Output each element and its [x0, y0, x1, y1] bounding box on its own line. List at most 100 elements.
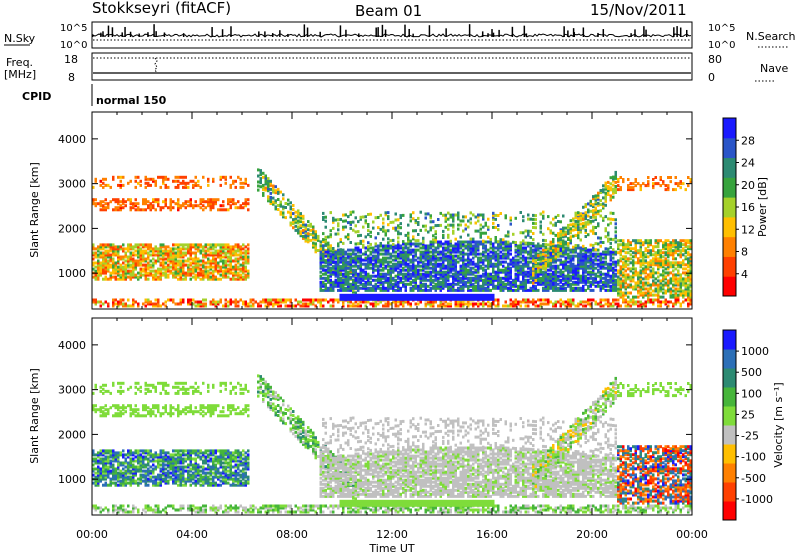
scatter-cell	[209, 277, 212, 281]
scatter-cell	[162, 243, 165, 247]
scatter-cell	[212, 300, 215, 304]
scatter-cell	[454, 262, 457, 266]
scatter-cell	[367, 293, 370, 297]
scatter-cell	[364, 264, 367, 268]
scatter-cell	[404, 295, 407, 299]
scatter-cell	[439, 244, 442, 248]
scatter-cell	[232, 181, 235, 185]
scatter-cell	[194, 259, 197, 263]
scatter-cell	[122, 175, 125, 179]
scatter-cell	[342, 295, 345, 299]
scatter-cell	[427, 272, 430, 276]
scatter-cell	[564, 226, 567, 230]
scatter-cell	[127, 298, 130, 302]
scatter-cell	[192, 271, 195, 275]
scatter-cell	[397, 295, 400, 299]
scatter-cell	[259, 169, 262, 173]
scatter-cell	[242, 275, 245, 279]
scatter-cell	[484, 272, 487, 276]
scatter-cell	[382, 260, 385, 264]
scatter-cell	[202, 265, 205, 269]
scatter-cell	[462, 268, 465, 272]
scatter-cell	[479, 213, 482, 217]
scatter-cell	[397, 230, 400, 234]
scatter-cell	[467, 300, 470, 304]
scatter-cell	[104, 183, 107, 187]
scatter-cell	[427, 212, 430, 216]
scatter-cell	[447, 274, 450, 278]
scatter-cell	[237, 304, 240, 308]
scatter-cell	[412, 295, 415, 299]
scatter-cell	[387, 244, 390, 248]
scatter-cell	[297, 211, 300, 215]
scatter-cell	[327, 274, 330, 278]
scatter-cell	[544, 302, 547, 306]
scatter-cell	[367, 278, 370, 282]
scatter-cell	[314, 244, 317, 248]
scatter-cell	[294, 220, 297, 224]
scatter-cell	[384, 258, 387, 262]
scatter-cell	[314, 242, 317, 246]
scatter-cell	[347, 275, 350, 279]
scatter-cell	[439, 250, 442, 254]
scatter-cell	[467, 242, 470, 246]
scatter-cell	[197, 261, 200, 265]
scatter-cell	[547, 263, 550, 267]
scatter-cell	[557, 270, 560, 274]
scatter-cell	[214, 251, 217, 255]
scatter-cell	[574, 304, 577, 308]
scatter-cell	[332, 247, 335, 250]
scatter-cell	[457, 278, 460, 282]
scatter-cell	[224, 273, 227, 277]
scatter-cell	[419, 252, 422, 256]
scatter-cell	[384, 211, 387, 215]
scatter-cell	[587, 248, 590, 252]
scatter-cell	[469, 240, 472, 244]
scatter-cell	[474, 295, 477, 299]
scatter-cell	[417, 248, 420, 252]
scatter-cell	[177, 204, 180, 208]
scatter-cell	[344, 225, 347, 229]
scatter-cell	[397, 262, 400, 266]
scatter-cell	[197, 265, 200, 269]
scatter-cell	[489, 295, 492, 299]
scatter-cell	[124, 204, 127, 208]
scatter-cell	[237, 175, 240, 179]
scatter-cell	[132, 273, 135, 277]
scatter-cell	[439, 211, 442, 215]
scatter-cell	[424, 246, 427, 250]
scatter-cell	[589, 229, 592, 233]
scatter-cell	[394, 304, 397, 308]
scatter-cell	[524, 229, 527, 233]
scatter-cell	[489, 246, 492, 250]
scatter-cell	[324, 215, 327, 219]
scatter-cell	[212, 202, 215, 206]
scatter-cell	[304, 235, 307, 239]
scatter-cell	[237, 243, 240, 247]
scatter-cell	[139, 259, 142, 263]
freq-unit-label: [MHz]	[4, 68, 36, 81]
scatter-cell	[604, 215, 607, 219]
scatter-cell	[169, 204, 172, 208]
scatter-cell	[462, 280, 465, 284]
scatter-cell	[157, 304, 160, 308]
scatter-cell	[172, 179, 175, 183]
scatter-cell	[412, 250, 415, 254]
scatter-cell	[319, 276, 322, 280]
scatter-cell	[144, 257, 147, 261]
scatter-cell	[382, 252, 385, 256]
scatter-cell	[157, 198, 160, 202]
scatter-cell	[382, 217, 385, 221]
scatter-cell	[192, 275, 195, 279]
scatter-cell	[444, 280, 447, 284]
scatter-cell	[282, 205, 285, 209]
scatter-cell	[269, 181, 272, 185]
scatter-cell	[432, 295, 435, 299]
scatter-cell	[157, 298, 160, 302]
scatter-cell	[499, 254, 502, 258]
scatter-cell	[114, 247, 117, 251]
scatter-cell	[434, 297, 437, 301]
scatter-cell	[477, 252, 480, 256]
scatter-cell	[422, 266, 425, 270]
scatter-cell	[202, 304, 205, 308]
